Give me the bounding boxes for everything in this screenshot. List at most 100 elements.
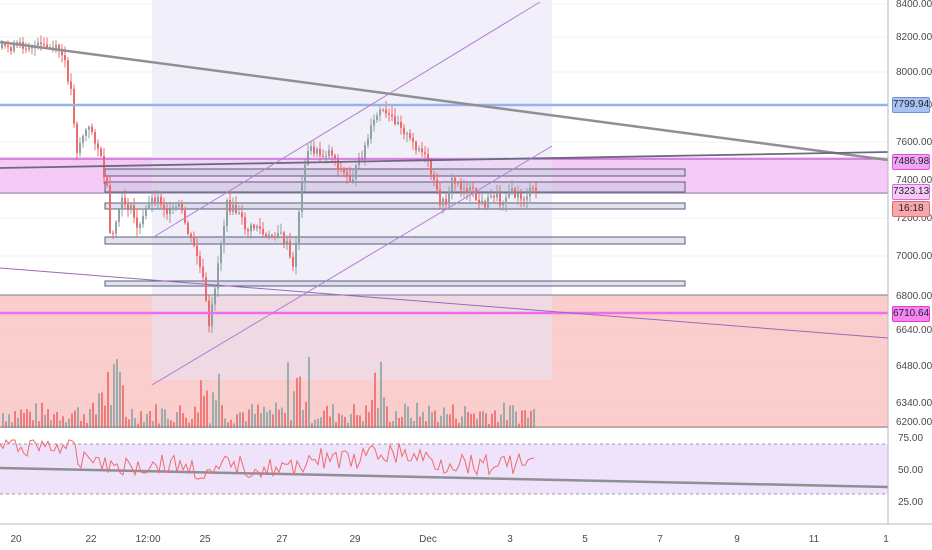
volume-bar: [467, 412, 469, 428]
rsi-line: [0, 439, 535, 480]
volume-bar: [422, 411, 424, 428]
volume-bar: [350, 413, 352, 428]
volume-bar: [188, 422, 190, 428]
volume-bar: [173, 422, 175, 428]
volume-bar: [332, 404, 334, 428]
drawings-layer[interactable]: [0, 1, 889, 428]
candle-body: [37, 42, 39, 46]
volume-bar: [452, 404, 454, 428]
volume-bar: [458, 422, 460, 428]
volume-bar: [17, 417, 19, 428]
volume-bar: [485, 413, 487, 428]
candle-body: [448, 191, 450, 205]
volume-bar: [86, 422, 88, 428]
volume-bar: [335, 422, 337, 428]
volume-bar: [38, 421, 40, 428]
volume-bar: [533, 409, 535, 428]
time-axis-tick: Dec: [419, 534, 437, 545]
volume-bar: [404, 403, 406, 428]
volume-bar: [71, 413, 73, 428]
volume-bar: [338, 413, 340, 428]
candle-body: [220, 244, 222, 264]
candle-body: [70, 81, 72, 89]
volume-bar: [425, 421, 427, 428]
time-axis-tick: 29: [349, 534, 361, 545]
time-axis-tick: 25: [199, 534, 211, 545]
volume-bar: [5, 421, 7, 428]
candle-body: [355, 165, 357, 179]
volume-bar: [431, 412, 433, 428]
volume-bar: [227, 422, 229, 428]
volume-bar: [428, 405, 430, 428]
candle-body: [412, 138, 414, 142]
volume-bar: [272, 414, 274, 428]
candle-body: [415, 141, 417, 151]
candle-body: [274, 235, 276, 237]
volume-bar: [8, 414, 10, 428]
price-axis-tick: 8200.00: [896, 32, 932, 43]
candle-body: [28, 47, 30, 50]
volume-bar: [464, 406, 466, 428]
volume-bar: [443, 407, 445, 428]
candle-body: [526, 196, 528, 200]
volume-bar: [158, 423, 160, 428]
volume-bar: [101, 392, 103, 428]
volume-bar: [344, 416, 346, 428]
candle-body: [247, 229, 249, 232]
time-axis-tick: 5: [582, 534, 588, 545]
volume-bar: [221, 405, 223, 428]
volume-bar: [146, 413, 148, 428]
channel-top: [151, 1, 541, 239]
candle-body: [454, 177, 456, 184]
volume-bar: [269, 410, 271, 428]
volume-bar: [77, 407, 79, 428]
candles-layer[interactable]: [1, 35, 537, 428]
candle-body: [79, 143, 81, 153]
volume-bar: [128, 419, 130, 428]
candle-body: [475, 188, 477, 200]
volume-bar: [449, 414, 451, 428]
volume-bar: [161, 408, 163, 428]
candle-body: [460, 182, 462, 190]
last-price-label: 7323.13: [892, 184, 930, 200]
candle-body: [121, 197, 123, 210]
support-price-label: 6710.64: [892, 306, 930, 322]
candle-body: [529, 187, 531, 197]
volume-bar: [389, 422, 391, 428]
candle-body: [472, 186, 474, 189]
candle-body: [346, 172, 348, 176]
volume-bar: [116, 359, 118, 428]
volume-bar: [200, 380, 202, 428]
candle-body: [484, 201, 486, 208]
candle-body: [403, 127, 405, 135]
volume-bar: [170, 420, 172, 428]
volume-bar: [152, 421, 154, 428]
price-axis-tick: 8400.00: [896, 0, 932, 10]
candle-body: [265, 234, 267, 237]
candle-body: [400, 121, 402, 128]
price-axis-tick: 8000.00: [896, 67, 932, 78]
candle-body: [349, 175, 351, 182]
candle-body: [85, 129, 87, 136]
downtrend-line: [0, 40, 889, 162]
rsi-pane[interactable]: [0, 439, 889, 495]
candle-body: [535, 187, 537, 191]
candle-body: [391, 114, 393, 117]
candle-body: [517, 192, 519, 198]
rsi-axis-tick: 50.00: [898, 465, 923, 476]
volume-bar: [65, 422, 67, 428]
volume-bar: [137, 423, 139, 428]
volume-bar: [437, 422, 439, 428]
candle-body: [109, 185, 111, 233]
price-axis-tick: 7200.00: [896, 213, 932, 224]
volume-bar: [368, 412, 370, 428]
candle-body: [307, 150, 309, 165]
volume-bar: [47, 409, 49, 428]
volume-bar: [185, 417, 187, 428]
candle-body: [469, 186, 471, 193]
candle-body: [241, 212, 243, 218]
candle-body: [232, 204, 234, 212]
candle-body: [205, 277, 207, 301]
